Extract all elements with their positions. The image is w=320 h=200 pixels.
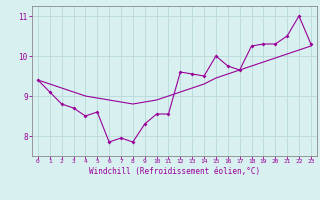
X-axis label: Windchill (Refroidissement éolien,°C): Windchill (Refroidissement éolien,°C)	[89, 167, 260, 176]
